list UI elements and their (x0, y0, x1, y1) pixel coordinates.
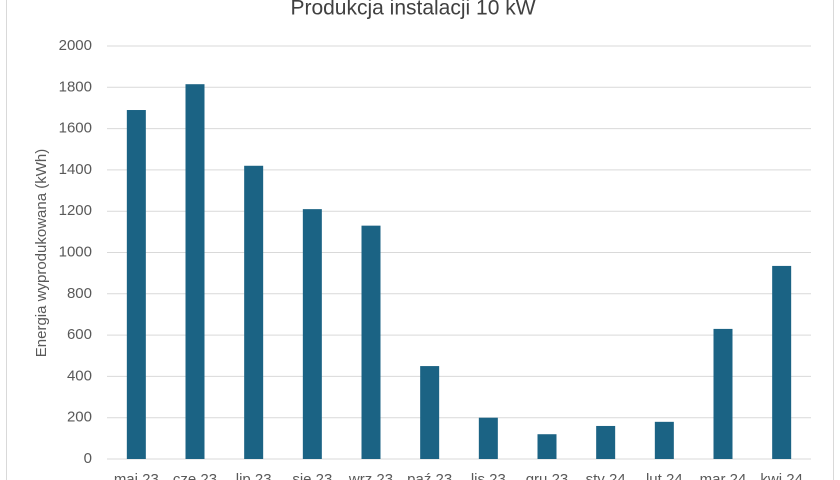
chart-title: Produkcja instalacji 10 kW (290, 0, 535, 20)
x-tick-label: paź 23 (407, 471, 452, 480)
y-tick-label: 200 (67, 409, 92, 426)
y-tick-label: 1400 (59, 161, 92, 178)
x-tick-label: sie 23 (292, 471, 332, 480)
y-tick-label: 0 (84, 450, 92, 467)
bar (420, 366, 440, 459)
x-tick-label: lut 24 (646, 471, 683, 480)
y-tick-label: 1000 (59, 243, 92, 260)
x-tick-label: gru 23 (526, 471, 569, 480)
bar (361, 225, 381, 459)
bar (596, 425, 616, 459)
bar (126, 110, 146, 459)
x-tick-label: lis 23 (471, 471, 506, 480)
y-axis-title: Energia wyprodukowana (kWh) (33, 149, 50, 357)
y-tick-label: 400 (67, 367, 92, 384)
chart-frame (6, 0, 834, 480)
y-tick-label: 2000 (59, 37, 92, 54)
y-tick-label: 1600 (59, 120, 92, 137)
y-tick-label: 800 (67, 285, 92, 302)
y-tick-label: 1800 (59, 78, 92, 95)
y-tick-label: 600 (67, 326, 92, 343)
bar (244, 165, 264, 459)
x-tick-label: sty 24 (586, 471, 626, 480)
bar (302, 209, 322, 459)
bar (713, 328, 733, 459)
y-tick-label: 1200 (59, 202, 92, 219)
x-tick-label: mar 24 (700, 471, 747, 480)
bar (185, 84, 205, 459)
x-tick-label: kwi 24 (760, 471, 803, 480)
bar (537, 434, 557, 459)
bar (478, 417, 498, 459)
x-tick-label: cze 23 (173, 471, 217, 480)
bar (772, 265, 792, 459)
x-tick-label: wrz 23 (348, 471, 393, 480)
x-tick-label: maj 23 (114, 471, 159, 480)
x-tick-label: lip 23 (236, 471, 272, 480)
bar (654, 421, 674, 459)
